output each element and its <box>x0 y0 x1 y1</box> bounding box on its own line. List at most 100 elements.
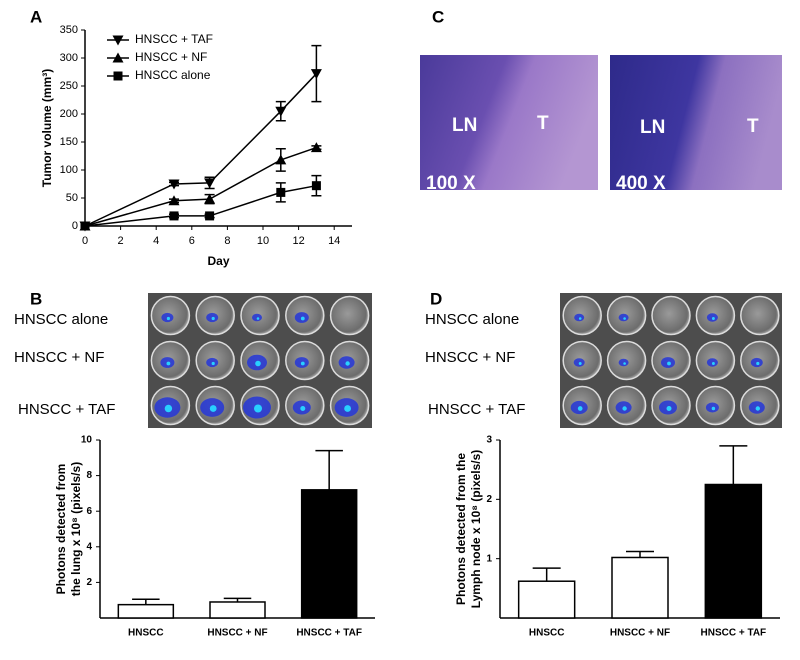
legend-label: HNSCC + NF <box>135 50 207 64</box>
y-tick-label: 2 <box>486 494 492 505</box>
signal <box>574 313 585 322</box>
y-tick-label: 350 <box>60 24 78 36</box>
signal <box>623 362 626 365</box>
signal <box>618 358 629 367</box>
marker <box>168 195 180 206</box>
tissue-label: T <box>537 113 549 134</box>
signal <box>252 313 262 322</box>
bar <box>611 556 669 619</box>
y-tick-label: 2 <box>86 577 92 588</box>
marker <box>204 178 216 189</box>
tissue-label: T <box>747 116 759 137</box>
signal <box>300 316 305 321</box>
x-tick-label: 4 <box>153 235 159 247</box>
signal <box>711 362 715 365</box>
signal <box>211 316 215 321</box>
signal <box>345 361 350 366</box>
x-tick-label: HNSCC <box>128 628 164 639</box>
y-axis-title: Photons detected from <box>54 464 68 595</box>
magnification: 400 X <box>616 173 666 194</box>
signal <box>618 313 629 322</box>
x-tick-label: HNSCC + NF <box>610 628 670 639</box>
well <box>740 295 780 336</box>
signal <box>623 317 626 320</box>
x-tick-label: 12 <box>292 235 304 247</box>
x-tick-label: HNSCC + TAF <box>701 628 767 639</box>
tissue-label: LN <box>640 117 665 138</box>
plate-row-label: HNSCC + TAF <box>18 401 115 418</box>
panel-label: C <box>432 7 444 26</box>
plate-row-label: HNSCC + NF <box>14 349 104 366</box>
x-tick-label: 8 <box>224 235 230 247</box>
marker <box>80 221 90 231</box>
bar <box>517 580 576 619</box>
y-axis-title: Lymph node x 10⁸ (pixels/s) <box>469 450 483 609</box>
x-tick-label: HNSCC + TAF <box>296 628 362 639</box>
marker <box>168 179 180 190</box>
marker <box>205 211 215 221</box>
marker <box>112 35 124 46</box>
y-tick-label: 250 <box>60 80 78 92</box>
magnification: 100 X <box>426 173 476 194</box>
signal <box>666 406 672 411</box>
marker <box>204 193 216 204</box>
bar <box>704 483 763 619</box>
marker <box>311 181 321 191</box>
signal <box>756 361 760 366</box>
y-tick-label: 6 <box>86 506 92 517</box>
y-tick-label: 200 <box>60 108 78 120</box>
error-bar <box>626 550 654 558</box>
x-tick-label: 10 <box>257 235 269 247</box>
panel-label: B <box>30 289 42 308</box>
error-bar <box>132 598 160 605</box>
y-axis-title: the lung x 10⁸ (pixels/s) <box>69 462 83 596</box>
signal <box>254 404 262 413</box>
well <box>651 295 691 336</box>
marker <box>275 154 287 165</box>
panel-label: A <box>30 7 42 26</box>
marker <box>310 142 322 153</box>
series-line <box>84 73 317 227</box>
y-axis-title: Photons detected from the <box>454 453 468 605</box>
signal <box>300 361 305 366</box>
x-tick-label: 2 <box>118 235 124 247</box>
y-tick-label: 50 <box>66 192 78 204</box>
y-tick-label: 300 <box>60 52 78 64</box>
bar <box>300 489 358 619</box>
bar <box>209 601 266 619</box>
signal <box>711 317 715 320</box>
y-tick-label: 0 <box>72 220 78 232</box>
plate-row-label: HNSCC alone <box>14 311 108 328</box>
y-tick-label: 100 <box>60 164 78 176</box>
error-bar <box>532 567 561 582</box>
marker <box>113 71 123 81</box>
bar <box>117 603 175 619</box>
signal <box>166 361 171 366</box>
x-axis-title: Day <box>207 254 229 268</box>
signal <box>578 362 582 365</box>
signal <box>667 361 671 366</box>
x-tick-label: 14 <box>328 235 340 247</box>
marker <box>276 187 286 197</box>
signal <box>344 405 351 412</box>
plate-row-label: HNSCC + NF <box>425 349 515 366</box>
histology-image <box>610 55 782 190</box>
y-tick-label: 8 <box>86 470 92 481</box>
histology-image <box>420 55 598 190</box>
x-tick-label: HNSCC <box>529 628 565 639</box>
signal <box>300 406 306 411</box>
y-axis-title: Tumor volume (mm³) <box>40 69 54 187</box>
signal <box>255 360 261 367</box>
signal <box>711 406 716 411</box>
signal <box>755 406 760 411</box>
legend-label: HNSCC alone <box>135 68 211 82</box>
tissue-label: LN <box>452 115 477 136</box>
y-tick-label: 1 <box>486 553 492 564</box>
x-tick-label: 6 <box>189 235 195 247</box>
panel-label: D <box>430 289 442 308</box>
signal <box>211 361 215 366</box>
legend-label: HNSCC + TAF <box>135 32 213 46</box>
x-tick-label: HNSCC + NF <box>207 628 267 639</box>
error-bar <box>315 449 343 490</box>
signal <box>577 406 583 411</box>
